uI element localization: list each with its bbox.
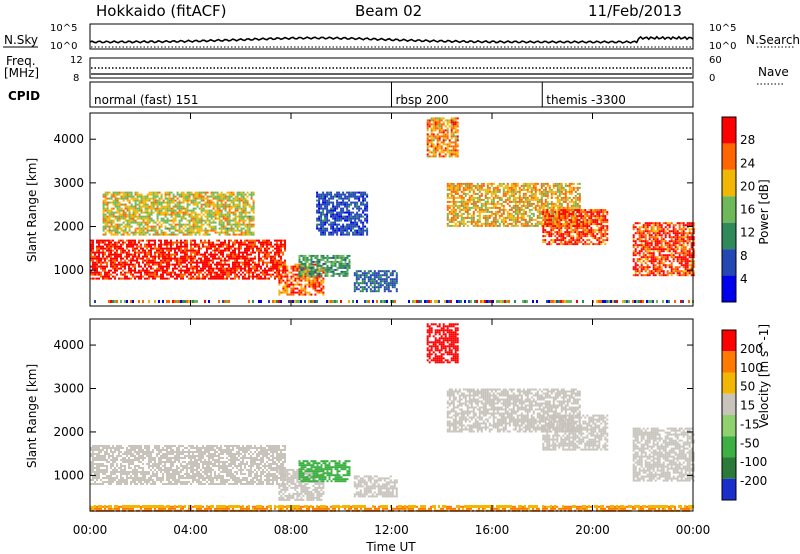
colorbar-tick-label: 8 <box>740 249 748 263</box>
cpid-segment-label: themis -3300 <box>546 93 626 107</box>
colorbar-swatch <box>722 373 736 394</box>
nave-tick-top: 60 <box>709 55 722 66</box>
colorbar-swatch <box>722 458 736 479</box>
y-tick-label: 3000 <box>53 382 84 396</box>
colorbar-swatch <box>722 117 736 143</box>
nsearch-label: N.Search <box>746 33 800 47</box>
colorbar-tick-label: -100 <box>740 455 767 469</box>
colorbar-tick-label: 4 <box>740 272 748 286</box>
cpid-segment-label: normal (fast) 151 <box>94 93 198 107</box>
freq-unit-label: [MHz] <box>4 66 39 80</box>
y-tick-label: 2000 <box>53 220 84 234</box>
x-tick-label: 00:00 <box>676 523 711 537</box>
freq-tick-bottom: 8 <box>73 73 79 84</box>
scatter-region <box>427 117 459 157</box>
colorbar-swatch <box>722 394 736 415</box>
n-tick-right-top: 10^5 <box>709 23 736 34</box>
colorbar-tick-label: 16 <box>740 203 755 217</box>
date-title: 11/Feb/2013 <box>588 2 682 20</box>
velocity-colorbar-label: Velocity [m s^-1] <box>757 324 771 428</box>
colorbar-tick-label: 50 <box>740 380 755 394</box>
station-title: Hokkaido (fitACF) <box>96 2 227 20</box>
y-tick-label: 1000 <box>53 263 84 277</box>
y-tick-label: 1000 <box>53 468 84 482</box>
time-axis-label: Time UT <box>365 540 416 554</box>
velocity-ylabel: Slant Range [km] <box>25 364 39 468</box>
x-tick-label: 00:00 <box>73 523 108 537</box>
power-colorbar: 28 24 20 16 12 8 4 <box>722 117 755 302</box>
colorbar-swatch <box>722 276 736 302</box>
colorbar-tick-label: 24 <box>740 156 755 170</box>
colorbar-swatch <box>722 249 736 275</box>
n-tick-right-bottom: 10^0 <box>709 41 736 52</box>
cpid-segment-label: rbsp 200 <box>396 93 449 107</box>
colorbar-tick-label: -50 <box>740 436 760 450</box>
freq-tick-top: 12 <box>70 55 83 66</box>
colorbar-swatch <box>722 479 736 500</box>
nsky-line <box>90 37 693 43</box>
colorbar-tick-label: 28 <box>740 133 755 147</box>
y-tick-label: 4000 <box>53 132 84 146</box>
nave-tick-bottom: 0 <box>709 73 715 84</box>
x-tick-label: 20:00 <box>575 523 610 537</box>
y-tick-label: 4000 <box>53 338 84 352</box>
colorbar-tick-label: 15 <box>740 399 755 413</box>
colorbar-swatch <box>722 143 736 169</box>
colorbar-swatch <box>722 351 736 372</box>
colorbar-tick-label: -200 <box>740 474 767 488</box>
colorbar-tick-label: 12 <box>740 226 755 240</box>
nsky-panel-frame <box>90 24 693 49</box>
n-tick-left-top: 10^5 <box>50 23 77 34</box>
y-tick-label: 3000 <box>53 176 84 190</box>
x-tick-label: 08:00 <box>274 523 309 537</box>
nave-label: Nave <box>758 65 789 79</box>
beam-title: Beam 02 <box>355 2 422 20</box>
colorbar-swatch <box>722 170 736 196</box>
nsky-label: N.Sky <box>4 33 38 47</box>
colorbar-swatch <box>722 415 736 436</box>
x-tick-label: 12:00 <box>374 523 409 537</box>
n-tick-left-bottom: 10^0 <box>50 41 77 52</box>
power-colorbar-label: Power [dB] <box>757 179 771 244</box>
x-tick-label: 16:00 <box>475 523 510 537</box>
colorbar-swatch <box>722 436 736 457</box>
colorbar-swatch <box>722 330 736 351</box>
colorbar-swatch <box>722 223 736 249</box>
near-range-band <box>94 300 694 303</box>
colorbar-swatch <box>722 196 736 222</box>
cpid-segments: normal (fast) 151 rbsp 200 themis -3300 <box>94 82 626 107</box>
x-tick-label: 04:00 <box>173 523 208 537</box>
colorbar-tick-label: 20 <box>740 179 755 193</box>
y-tick-label: 2000 <box>53 425 84 439</box>
power-ylabel: Slant Range [km] <box>25 158 39 262</box>
cpid-label: CPID <box>8 89 40 103</box>
